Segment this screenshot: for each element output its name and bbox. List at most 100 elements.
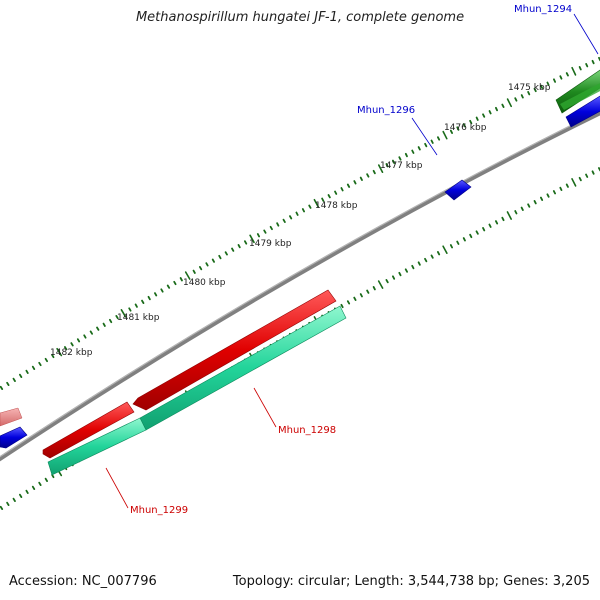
inner-minor-tick <box>359 293 363 298</box>
outer-minor-tick <box>514 97 518 102</box>
leader-mhun-1294 <box>573 13 599 55</box>
outer-minor-tick <box>70 342 74 347</box>
gene-teal-short[interactable] <box>47 417 147 476</box>
outer-minor-tick <box>102 322 106 327</box>
outer-minor-tick <box>166 284 171 289</box>
outer-minor-tick <box>578 66 582 71</box>
outer-minor-tick <box>334 190 338 195</box>
inner-minor-tick <box>475 230 479 235</box>
outer-minor-tick <box>83 334 87 339</box>
outer-minor-tick <box>456 126 460 131</box>
inner-minor-tick <box>585 173 589 178</box>
outer-minor-tick <box>308 204 312 209</box>
outer-minor-tick <box>243 240 248 245</box>
outer-major-tick <box>120 308 127 318</box>
inner-minor-tick <box>591 170 595 175</box>
outer-minor-tick <box>198 265 203 271</box>
tick-label-1475: 1475 kbp <box>508 83 551 93</box>
inner-major-tick <box>571 178 577 187</box>
genome-backbone <box>0 110 600 462</box>
inner-minor-tick <box>385 278 389 284</box>
gene-teal-long[interactable] <box>139 305 347 431</box>
inner-minor-tick <box>494 220 499 225</box>
outer-minor-tick <box>359 176 363 182</box>
outer-minor-tick <box>18 373 23 379</box>
outer-minor-tick <box>38 361 42 367</box>
outer-minor-tick <box>295 211 299 216</box>
inner-minor-tick <box>469 233 473 239</box>
label-mhun-1299[interactable]: Mhun_1299 <box>130 505 188 516</box>
outer-minor-tick <box>494 106 499 112</box>
outer-minor-tick <box>64 346 68 351</box>
outer-minor-tick <box>134 303 138 308</box>
outer-minor-tick <box>462 123 466 128</box>
outer-minor-tick <box>153 292 158 297</box>
outer-minor-tick <box>340 187 344 192</box>
outer-minor-tick <box>12 377 16 383</box>
inner-major-tick <box>506 211 513 220</box>
outer-minor-tick <box>553 78 556 83</box>
outer-minor-tick <box>205 262 209 267</box>
inner-minor-tick <box>411 264 415 270</box>
outer-minor-tick <box>501 103 505 108</box>
label-mhun-1294[interactable]: Mhun_1294 <box>514 4 572 15</box>
inner-minor-tick <box>449 244 454 249</box>
outer-minor-tick <box>424 142 428 148</box>
map-title: Methanospirillum hungatei JF-1, complete… <box>135 10 465 25</box>
outer-minor-tick <box>346 183 351 188</box>
inner-minor-tick <box>533 199 537 205</box>
inner-minor-tick <box>12 497 16 503</box>
outer-major-tick <box>313 198 320 208</box>
outer-major-tick <box>377 164 384 173</box>
gene-green-arrow-2[interactable] <box>560 80 600 110</box>
inner-minor-tick <box>38 481 42 487</box>
inner-minor-tick <box>578 176 582 182</box>
gene-blue-partial[interactable] <box>0 426 28 449</box>
outer-minor-tick <box>231 247 235 252</box>
inner-minor-tick <box>18 493 23 499</box>
outer-minor-tick <box>44 357 48 363</box>
gene-mhun-1294[interactable] <box>565 95 600 128</box>
outer-minor-tick <box>385 163 389 168</box>
inner-major-tick <box>442 245 448 254</box>
inner-minor-tick <box>366 289 370 294</box>
outer-minor-tick <box>6 381 10 387</box>
outer-minor-tick <box>96 326 100 331</box>
outer-minor-tick <box>527 91 531 96</box>
outer-minor-tick <box>482 113 486 118</box>
inner-minor-tick <box>0 505 4 511</box>
outer-minor-tick <box>147 295 151 301</box>
inner-minor-tick <box>565 183 569 188</box>
outer-minor-tick <box>256 233 261 238</box>
inner-minor-tick <box>51 473 55 479</box>
outer-minor-tick <box>372 169 376 175</box>
inner-minor-tick <box>417 261 421 266</box>
inner-minor-tick <box>552 190 556 195</box>
outer-minor-tick <box>109 318 113 324</box>
outer-minor-tick <box>436 136 441 141</box>
outer-minor-tick <box>263 229 267 234</box>
tick-label-1478: 1478 kbp <box>315 201 358 211</box>
leader-mhun-1296 <box>411 117 438 156</box>
gene-mhun-1298[interactable] <box>132 289 337 411</box>
outer-major-tick <box>56 347 63 357</box>
outer-minor-tick <box>179 277 183 282</box>
tick-label-1480: 1480 kbp <box>183 278 226 288</box>
outer-minor-tick <box>353 180 357 185</box>
inner-minor-tick <box>6 501 10 507</box>
outer-minor-tick <box>469 119 473 125</box>
outer-minor-tick <box>404 152 408 158</box>
outer-minor-tick <box>237 243 241 249</box>
gene-mhun-1299[interactable] <box>42 401 135 459</box>
gene-mhun-1294-group[interactable] <box>555 69 600 128</box>
label-mhun-1298[interactable]: Mhun_1298 <box>278 425 336 436</box>
outer-tick-ring <box>0 56 600 391</box>
inner-minor-tick <box>372 285 376 291</box>
outer-minor-tick <box>25 369 29 375</box>
outer-minor-tick <box>89 330 93 335</box>
outer-minor-tick <box>211 258 216 263</box>
gene-mhun-1296[interactable] <box>444 179 472 201</box>
gene-pink-partial[interactable] <box>0 407 23 427</box>
label-mhun-1296[interactable]: Mhun_1296 <box>357 105 415 116</box>
inner-minor-tick <box>514 210 518 215</box>
